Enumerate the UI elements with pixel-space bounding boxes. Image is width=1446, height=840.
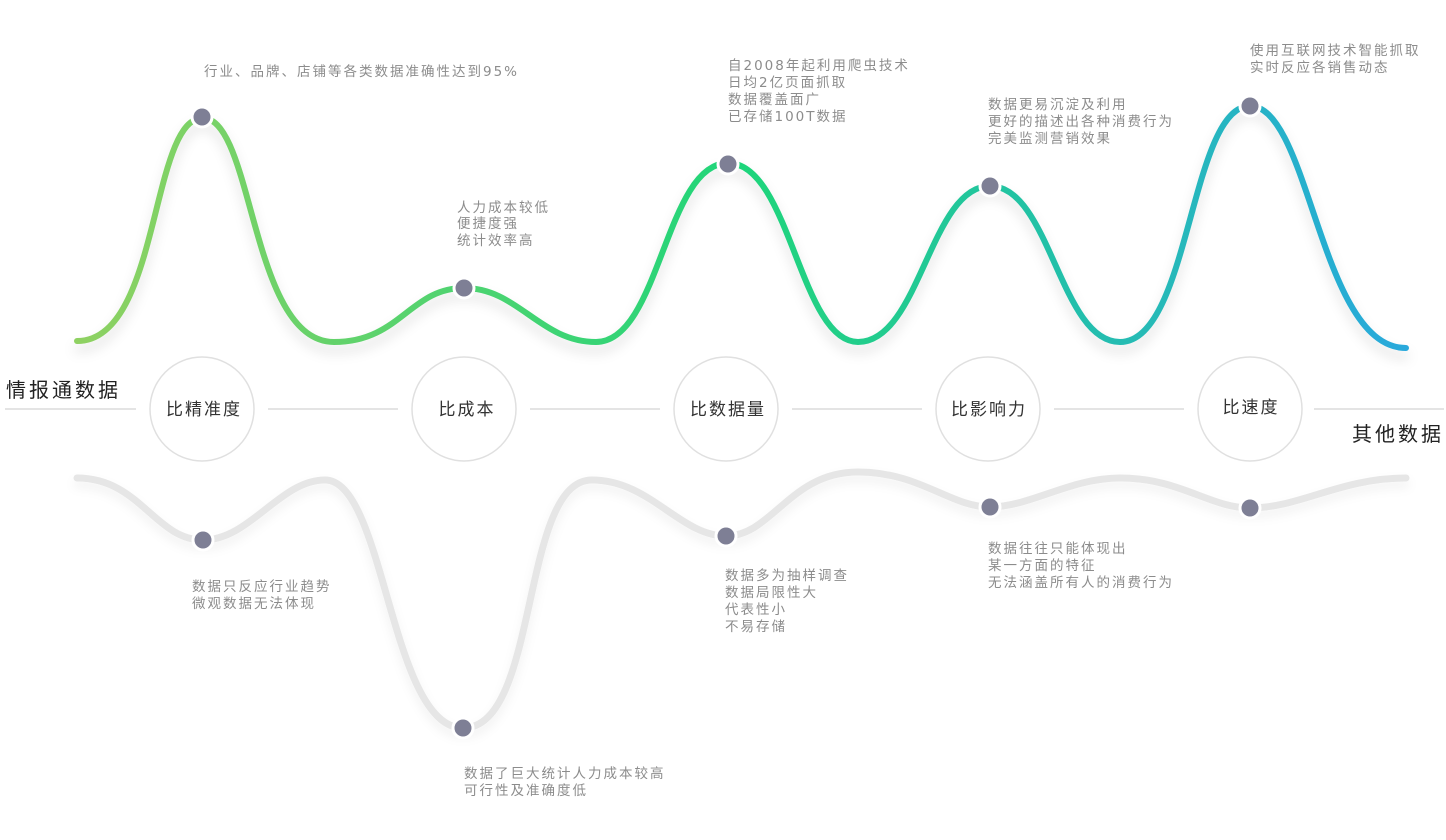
bottom-note-influence: 数据往往只能体现出 某一方面的特征 无法涵盖所有人的消费行为: [988, 541, 1174, 591]
note-line: 数据多为抽样调查: [725, 567, 849, 584]
node-volume: 比数据量: [673, 356, 779, 462]
note-line: 可行性及准确度低: [464, 783, 588, 799]
note-line: 使用互联网技术智能抓取: [1250, 42, 1421, 59]
top-wave-dot: [1238, 94, 1262, 118]
note-line: 统计效率高: [457, 232, 535, 249]
note-line: 无法涵盖所有人的消费行为: [988, 575, 1174, 591]
bottom-wave-curve: [73, 468, 1410, 732]
node-label: 比数据量: [690, 400, 766, 420]
node-accuracy: 比精准度: [149, 356, 255, 462]
node-label: 比影响力: [951, 400, 1027, 420]
note-line: 自2008年起利用爬虫技术: [728, 58, 910, 74]
node-circle: [1197, 356, 1303, 462]
note-line: 数据只反应行业趋势: [192, 578, 332, 595]
top-note-accuracy: 行业、品牌、店铺等各类数据准确性达到95%: [204, 63, 519, 80]
note-line: 数据往往只能体现出: [988, 541, 1128, 557]
bottom-wave-dot: [1238, 496, 1262, 520]
node-circle: [935, 356, 1041, 462]
node-circle: [149, 356, 255, 462]
note-line: 人力成本较低: [457, 200, 550, 216]
node-label: 比速度: [1223, 398, 1280, 418]
bottom-wave-dot: [451, 716, 475, 740]
bottom-note-accuracy: 数据只反应行业趋势 微观数据无法体现: [192, 578, 332, 612]
top-wave-curve: [74, 102, 1409, 351]
note-line: 更好的描述出各种消费行为: [988, 114, 1174, 130]
bottom-wave-dot: [191, 528, 215, 552]
node-speed: 比速度: [1197, 356, 1303, 462]
bottom-note-cost: 数据了巨大统计人力成本较高 可行性及准确度低: [464, 765, 666, 799]
note-line: 便捷度强: [457, 216, 519, 232]
note-line: 微观数据无法体现: [192, 596, 316, 612]
note-line: 代表性小: [725, 602, 787, 618]
top-note-volume: 自2008年起利用爬虫技术 日均2亿页面抓取 数据覆盖面广 已存储100T数据: [728, 58, 910, 125]
node-label: 比精准度: [166, 400, 242, 420]
top-wave-dot: [978, 174, 1002, 198]
note-line: 完美监测营销效果: [988, 131, 1112, 147]
top-wave-dot: [452, 276, 476, 300]
bottom-wave-dot: [714, 524, 738, 548]
left-label: 情报通数据: [6, 378, 121, 402]
note-line: 数据了巨大统计人力成本较高: [464, 765, 666, 782]
note-line: 某一方面的特征: [988, 558, 1097, 574]
node-label: 比成本: [439, 400, 496, 420]
node-influence: 比影响力: [935, 356, 1041, 462]
note-line: 数据更易沉淀及利用: [988, 97, 1128, 113]
node-circle: [411, 356, 517, 462]
node-cost: 比成本: [411, 356, 517, 462]
note-line: 日均2亿页面抓取: [728, 75, 847, 91]
top-wave-dot: [190, 105, 214, 129]
right-label: 其他数据: [1352, 422, 1444, 446]
top-note-cost: 人力成本较低 便捷度强 统计效率高: [457, 200, 550, 249]
note-line: 行业、品牌、店铺等各类数据准确性达到95%: [204, 63, 519, 80]
bottom-wave-dot: [978, 495, 1002, 519]
top-wave-dot: [716, 152, 740, 176]
note-line: 数据局限性大: [725, 585, 818, 601]
top-note-speed: 使用互联网技术智能抓取 实时反应各销售动态: [1250, 42, 1421, 76]
note-line: 已存储100T数据: [728, 109, 848, 125]
top-note-influence: 数据更易沉淀及利用 更好的描述出各种消费行为 完美监测营销效果: [988, 97, 1174, 147]
node-circle: [673, 356, 779, 462]
bottom-note-volume: 数据多为抽样调查 数据局限性大 代表性小 不易存储: [725, 567, 849, 635]
note-line: 数据覆盖面广: [728, 92, 821, 108]
note-line: 实时反应各销售动态: [1250, 59, 1390, 76]
note-line: 不易存储: [725, 619, 787, 635]
